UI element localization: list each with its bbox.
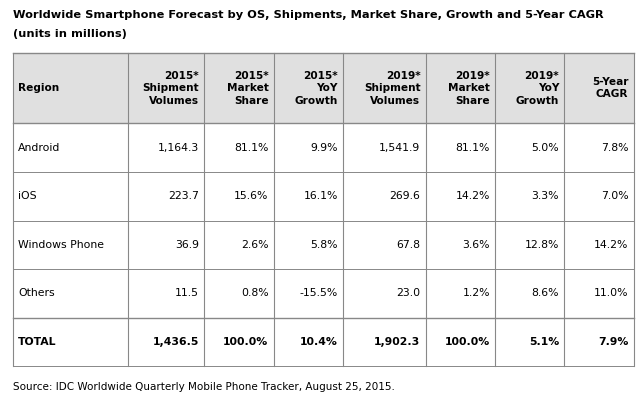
Bar (204, 53, 274, 123)
Text: 7.9%: 7.9% (598, 337, 628, 347)
Text: Windows Phone: Windows Phone (18, 240, 104, 250)
Bar (426, 53, 495, 123)
Text: 81.1%: 81.1% (456, 143, 490, 153)
Text: 2.6%: 2.6% (241, 240, 269, 250)
Text: 5.0%: 5.0% (531, 143, 559, 153)
Text: 1,436.5: 1,436.5 (153, 337, 199, 347)
Bar (343, 53, 426, 123)
Text: 9.9%: 9.9% (310, 143, 338, 153)
Text: 67.8: 67.8 (396, 240, 420, 250)
Text: 11.5: 11.5 (175, 289, 199, 298)
Text: 36.9: 36.9 (175, 240, 199, 250)
Text: 223.7: 223.7 (168, 191, 199, 201)
Bar (274, 53, 343, 123)
Text: 81.1%: 81.1% (234, 143, 269, 153)
Text: 1,902.3: 1,902.3 (374, 337, 420, 347)
Text: iOS: iOS (18, 191, 36, 201)
Text: 14.2%: 14.2% (594, 240, 628, 250)
Text: (units in millions): (units in millions) (13, 29, 127, 39)
Text: 2019*
Shipment
Volumes: 2019* Shipment Volumes (364, 71, 420, 105)
Text: Worldwide Smartphone Forecast by OS, Shipments, Market Share, Growth and 5-Year : Worldwide Smartphone Forecast by OS, Shi… (13, 10, 604, 20)
Text: 15.6%: 15.6% (234, 191, 269, 201)
Text: 16.1%: 16.1% (303, 191, 338, 201)
Text: 100.0%: 100.0% (445, 337, 490, 347)
Text: 2015*
YoY
Growth: 2015* YoY Growth (294, 71, 338, 105)
Text: 5.8%: 5.8% (310, 240, 338, 250)
Text: 2015*
Market
Share: 2015* Market Share (227, 71, 269, 105)
Text: Others: Others (18, 289, 54, 298)
Text: 14.2%: 14.2% (456, 191, 490, 201)
Text: 8.6%: 8.6% (532, 289, 559, 298)
Text: 5.1%: 5.1% (529, 337, 559, 347)
Text: Source: IDC Worldwide Quarterly Mobile Phone Tracker, August 25, 2015.: Source: IDC Worldwide Quarterly Mobile P… (13, 381, 395, 392)
Text: 5-Year
CAGR: 5-Year CAGR (592, 77, 628, 99)
Text: TOTAL: TOTAL (18, 337, 56, 347)
Text: 3.3%: 3.3% (532, 191, 559, 201)
Text: 7.8%: 7.8% (601, 143, 628, 153)
Text: 12.8%: 12.8% (525, 240, 559, 250)
Text: Android: Android (18, 143, 60, 153)
Text: 1,164.3: 1,164.3 (158, 143, 199, 153)
Text: 2015*
Shipment
Volumes: 2015* Shipment Volumes (143, 71, 199, 105)
Text: 11.0%: 11.0% (594, 289, 628, 298)
Bar (129, 53, 204, 123)
Text: 2019*
YoY
Growth: 2019* YoY Growth (516, 71, 559, 105)
Text: 100.0%: 100.0% (223, 337, 269, 347)
Bar (13, 53, 129, 123)
Text: 269.6: 269.6 (390, 191, 420, 201)
Text: 23.0: 23.0 (396, 289, 420, 298)
Text: 1.2%: 1.2% (462, 289, 490, 298)
Text: 10.4%: 10.4% (300, 337, 338, 347)
Text: Region: Region (18, 83, 59, 93)
Text: 3.6%: 3.6% (462, 240, 490, 250)
Text: 7.0%: 7.0% (601, 191, 628, 201)
Text: 2019*
Market
Share: 2019* Market Share (448, 71, 490, 105)
Bar (564, 53, 634, 123)
Text: -15.5%: -15.5% (300, 289, 338, 298)
Text: 0.8%: 0.8% (241, 289, 269, 298)
Bar (495, 53, 564, 123)
Text: 1,541.9: 1,541.9 (379, 143, 420, 153)
